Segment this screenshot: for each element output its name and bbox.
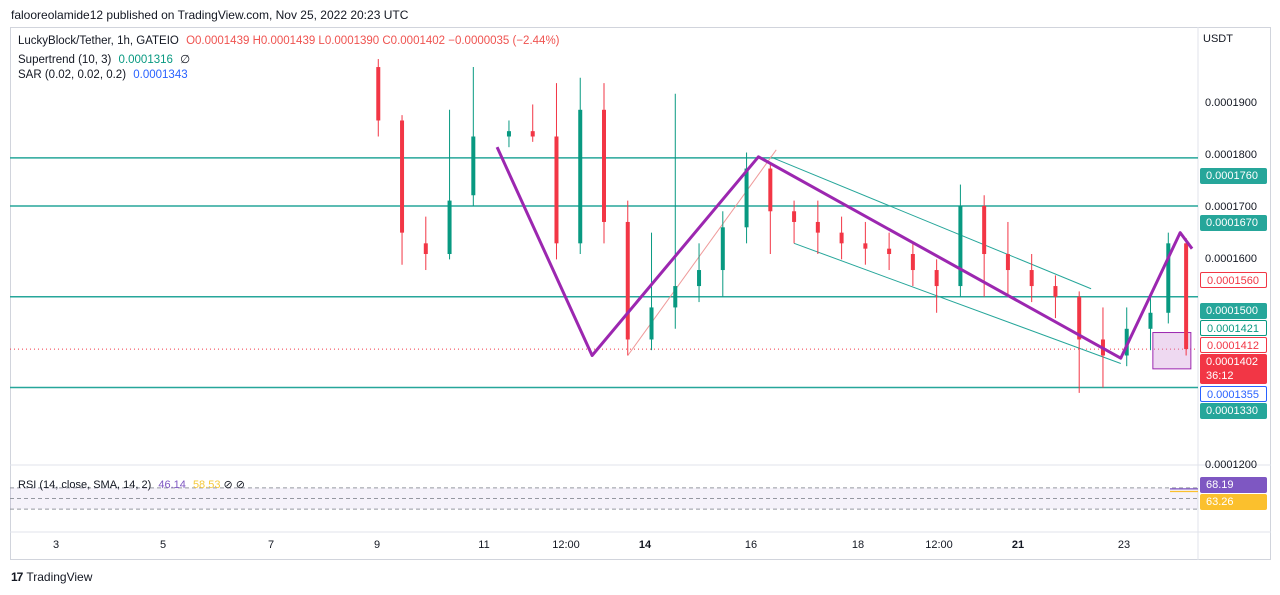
time-label: 16 — [744, 539, 758, 551]
candle-body — [768, 168, 773, 212]
candle-body — [554, 136, 559, 244]
candle-body — [400, 120, 405, 233]
candle-body — [530, 131, 535, 137]
candle-body — [910, 254, 915, 271]
candle-body — [649, 307, 654, 340]
candle-body — [578, 109, 583, 244]
candle-body — [602, 109, 606, 222]
candle-body — [744, 168, 749, 228]
candle-body — [506, 131, 511, 137]
rsi-band — [10, 487, 1198, 510]
last-price-badge: 0.0001402 36:12 — [1200, 354, 1267, 384]
candle-body — [1077, 296, 1082, 340]
badge-rsi: 68.19 — [1200, 477, 1267, 493]
candle-body — [1053, 286, 1058, 297]
candle-body — [1148, 312, 1153, 329]
candle-body — [625, 221, 630, 340]
candle-body — [982, 205, 987, 255]
candle-body — [815, 221, 820, 233]
price-label-1200: 0.0001200 — [1205, 459, 1257, 471]
badge-level-1670: 0.0001670 — [1200, 215, 1267, 231]
sar-label[interactable]: SAR (0.02, 0.02, 0.2) — [18, 69, 127, 81]
candle-body — [423, 243, 428, 255]
tradingview-logo-icon: 17 — [11, 570, 23, 584]
badge-level-1760: 0.0001760 — [1200, 168, 1267, 184]
candle-body — [720, 227, 725, 271]
supertrend-hide-icon[interactable]: ∅ — [180, 54, 191, 66]
candle-body — [447, 200, 452, 255]
candle-body — [958, 205, 963, 287]
time-label: 14 — [638, 539, 652, 551]
badge-level-1330: 0.0001330 — [1200, 403, 1267, 419]
time-label: 23 — [1117, 539, 1131, 551]
supertrend-value: 0.0001316 — [118, 54, 173, 66]
channel-upper — [770, 156, 1092, 290]
price-chart[interactable] — [10, 27, 1271, 560]
supertrend-legend[interactable]: Supertrend (10, 3) 0.0001316 ∅ — [18, 52, 190, 66]
time-label: 12:00 — [552, 539, 580, 551]
badge-sar-1355: 0.0001355 — [1200, 386, 1267, 402]
sar-legend[interactable]: SAR (0.02, 0.02, 0.2) 0.0001343 — [18, 69, 188, 81]
rsi-sma-value: 58.53 — [192, 479, 221, 491]
candle-body — [1184, 243, 1189, 350]
candle-body — [863, 243, 868, 249]
candle-body — [471, 136, 476, 196]
last-price: 0.0001402 — [1206, 356, 1258, 368]
symbol-name[interactable]: LuckyBlock/Tether, 1h, GATEIO — [18, 35, 179, 47]
badge-supertrend-1421: 0.0001421 — [1200, 320, 1267, 336]
candle-body — [1005, 254, 1010, 271]
symbol-legend[interactable]: LuckyBlock/Tether, 1h, GATEIO O0.0001439… — [18, 35, 560, 47]
time-label: 7 — [267, 539, 275, 551]
ohlc-values: O0.0001439 H0.0001439 L0.0001390 C0.0001… — [186, 35, 560, 47]
time-label: 9 — [373, 539, 381, 551]
chart-frame — [10, 27, 1271, 560]
badge-1412: 0.0001412 — [1200, 337, 1267, 353]
time-label: 11 — [478, 539, 490, 551]
candle-body — [1166, 243, 1171, 313]
candle-body — [673, 286, 678, 308]
candle-body — [934, 270, 939, 287]
candle-body — [792, 211, 797, 222]
currency-label[interactable]: USDT — [1203, 33, 1233, 45]
brand-text: TradingView — [26, 570, 93, 584]
badge-rsi-sma: 63.26 — [1200, 494, 1267, 510]
sar-value: 0.0001343 — [133, 69, 188, 81]
price-label-1800: 0.0001800 — [1205, 149, 1257, 161]
candle-countdown: 36:12 — [1206, 370, 1234, 382]
price-label-1700: 0.0001700 — [1205, 201, 1257, 213]
time-label: 5 — [159, 539, 167, 551]
candle-body — [1029, 270, 1034, 287]
publisher-line: falooreolamide12 published on TradingVie… — [11, 8, 409, 22]
time-label: 12:00 — [925, 539, 953, 551]
price-label-1600: 0.0001600 — [1205, 253, 1257, 265]
candle-body — [376, 67, 381, 121]
rsi-label[interactable]: RSI (14, close, SMA, 14, 2) — [18, 479, 152, 491]
supertrend-label[interactable]: Supertrend (10, 3) — [18, 54, 112, 66]
time-label: 3 — [52, 539, 60, 551]
rsi-legend[interactable]: RSI (14, close, SMA, 14, 2) 46.14 58.53 … — [18, 478, 245, 491]
price-label-1900: 0.0001900 — [1205, 97, 1257, 109]
candle-body — [887, 248, 892, 255]
channel-lower — [793, 242, 1121, 364]
candle-body — [839, 232, 844, 244]
rsi-value: 46.14 — [158, 479, 186, 491]
badge-level-1500: 0.0001500 — [1200, 303, 1267, 319]
pattern-zigzag-line — [495, 146, 1194, 360]
badge-sar-1560: 0.0001560 — [1200, 272, 1267, 288]
time-label: 21 — [1011, 539, 1025, 551]
rsi-hide-icons[interactable]: ⊘ ⊘ — [223, 479, 246, 491]
candle-body — [697, 270, 702, 287]
time-label: 18 — [851, 539, 865, 551]
tradingview-brand[interactable]: 17 TradingView — [11, 570, 92, 584]
